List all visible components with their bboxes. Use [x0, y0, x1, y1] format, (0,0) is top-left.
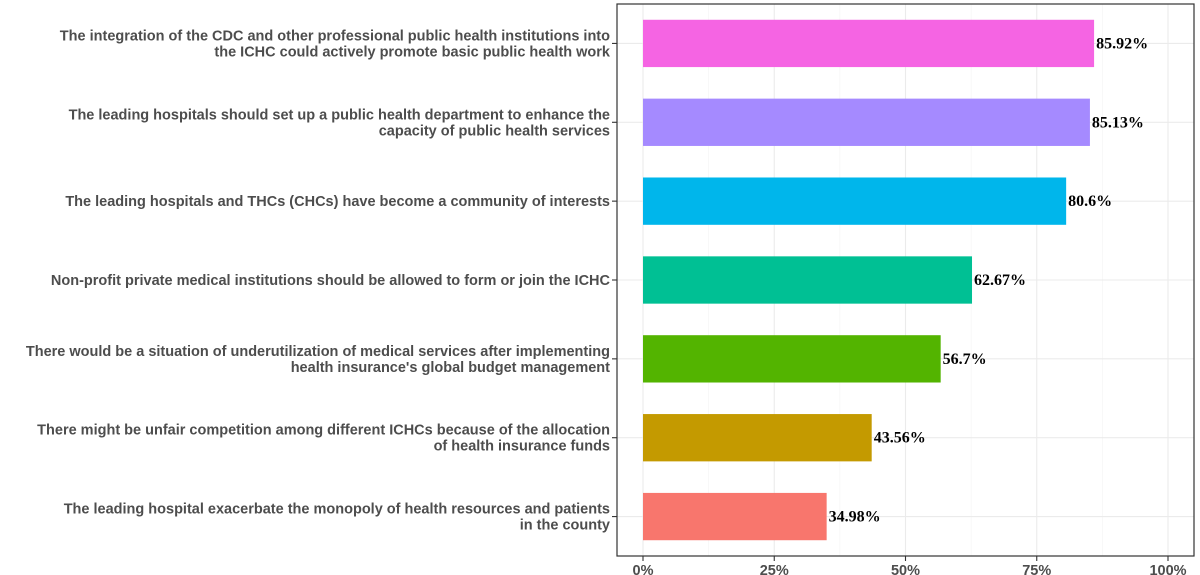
data-label: 85.92%: [1096, 35, 1148, 52]
bar: [643, 414, 872, 462]
data-label: 56.7%: [943, 351, 987, 368]
category-label: in the county: [520, 518, 610, 534]
x-tick-label: 25%: [760, 563, 789, 575]
category-label: The leading hospitals should set up a pu…: [69, 107, 610, 123]
x-tick-label: 0%: [633, 563, 654, 575]
data-label: 80.6%: [1068, 193, 1112, 210]
category-label: of health insurance funds: [434, 439, 610, 455]
data-label: 34.98%: [829, 509, 881, 526]
data-label: 85.13%: [1092, 114, 1144, 131]
data-label: 43.56%: [874, 430, 926, 447]
category-label: capacity of public health services: [379, 123, 610, 139]
category-label: There would be a situation of underutili…: [26, 344, 610, 360]
bar: [643, 492, 827, 541]
x-tick-label: 75%: [1022, 563, 1051, 575]
category-label: health insurance's global budget managem…: [291, 360, 610, 376]
category-label: The leading hospitals and THCs (CHCs) ha…: [65, 194, 610, 210]
bar: [643, 19, 1095, 68]
bar: [643, 177, 1067, 225]
data-label: 62.67%: [974, 272, 1026, 289]
category-label: Non-profit private medical institutions …: [51, 273, 611, 289]
bar: [643, 335, 941, 383]
category-label: The leading hospital exacerbate the mono…: [64, 502, 610, 518]
data-labels: 85.92% 85.13% 80.6% 62.67% 56.7% 43.56% 34.98%: [829, 35, 1148, 525]
bar: [643, 98, 1090, 146]
bars: [643, 19, 1095, 541]
bar: [643, 256, 973, 304]
x-tick-label: 50%: [891, 563, 920, 575]
x-tick-label: 100%: [1149, 563, 1186, 575]
category-label: the ICHC could actively promote basic pu…: [214, 44, 611, 60]
category-label: The integration of the CDC and other pro…: [60, 28, 610, 44]
axes: 0% 25% 50% 75% 100% The integration of the CD…: [26, 28, 1187, 575]
category-label: There might be unfair competition among …: [37, 423, 610, 439]
